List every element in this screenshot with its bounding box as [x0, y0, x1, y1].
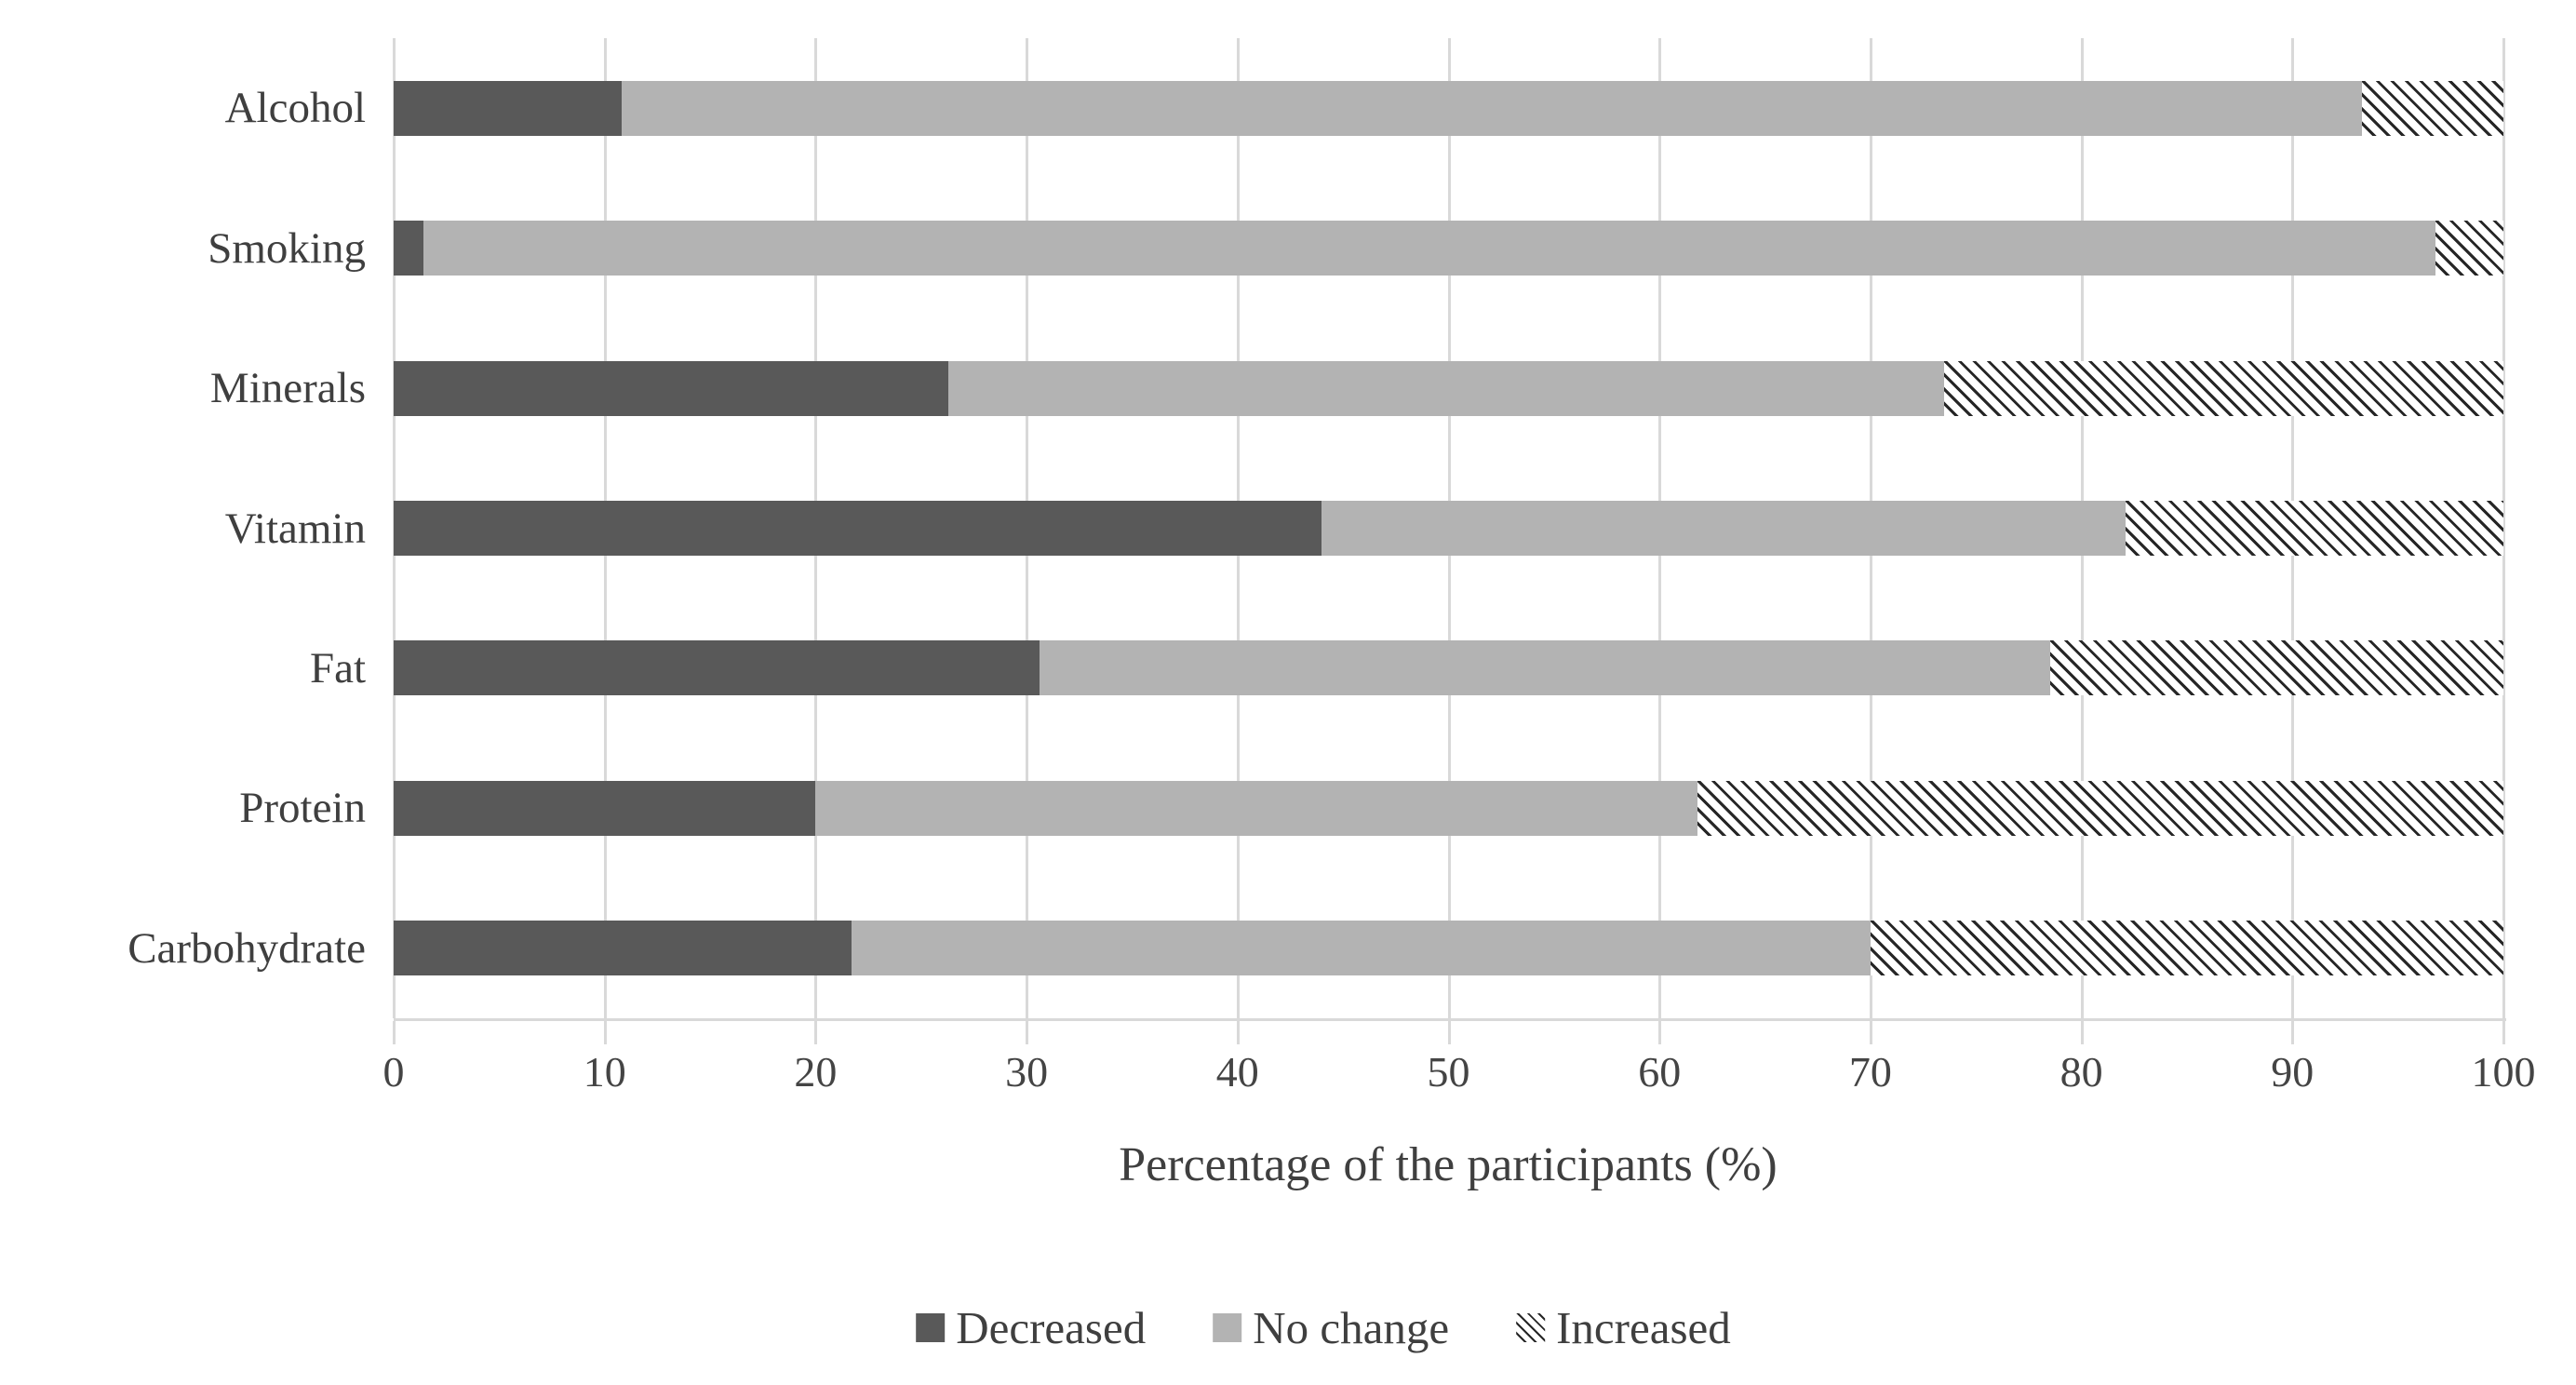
axis-tick	[1236, 1021, 1240, 1044]
axis-tick	[393, 1021, 396, 1044]
gridline	[2502, 38, 2505, 1018]
bar-segment-no-change	[621, 80, 2363, 136]
bar-segment-increased	[2049, 640, 2503, 696]
bar-row-minerals	[394, 360, 2503, 416]
legend-swatch-icon	[1516, 1313, 1546, 1342]
legend-label: Decreased	[956, 1302, 1147, 1353]
axis-tick	[1026, 1021, 1029, 1044]
axis-tick-label: 20	[794, 1048, 838, 1096]
legend-label: No change	[1253, 1302, 1450, 1353]
axis-tick-label: 60	[1638, 1048, 1682, 1096]
bar-segment-decreased	[394, 640, 1040, 696]
plot-area	[393, 38, 2505, 1018]
bar-segment-increased	[2126, 501, 2503, 556]
legend-swatch-icon	[1213, 1313, 1242, 1342]
bar-segment-decreased	[394, 221, 423, 276]
axis-tick	[2502, 1021, 2505, 1044]
bar-row-carbohydrate	[394, 921, 2503, 976]
bar-segment-increased	[2362, 80, 2503, 136]
bar-segment-decreased	[394, 501, 1322, 556]
axis-tick-label: 0	[382, 1048, 405, 1096]
bar-segment-no-change	[1322, 501, 2127, 556]
x-axis-line	[394, 1018, 2506, 1021]
axis-tick	[1447, 1021, 1451, 1044]
bar-segment-increased	[2435, 221, 2503, 276]
bar-segment-no-change	[851, 921, 1871, 976]
category-label: Vitamin	[224, 504, 366, 553]
bar-segment-decreased	[394, 360, 949, 416]
axis-tick-label: 90	[2271, 1048, 2314, 1096]
category-label: Fat	[309, 643, 366, 692]
bar-segment-increased	[1870, 921, 2503, 976]
bar-row-smoking	[394, 221, 2503, 276]
bar-segment-no-change	[423, 221, 2436, 276]
axis-tick-label: 80	[2059, 1048, 2103, 1096]
category-label: Smoking	[208, 223, 366, 273]
axis-tick	[1869, 1021, 1872, 1044]
x-axis-title: Percentage of the participants (%)	[1119, 1138, 1778, 1191]
bar-row-vitamin	[394, 501, 2503, 556]
axis-tick-label: 10	[583, 1048, 626, 1096]
axis-tick-label: 30	[1005, 1048, 1049, 1096]
axis-tick-label: 70	[1848, 1048, 1892, 1096]
bar-segment-no-change	[948, 360, 1945, 416]
bar-segment-no-change	[815, 780, 1697, 836]
bar-segment-increased	[1697, 780, 2503, 836]
axis-tick-label: 100	[2471, 1048, 2536, 1096]
bar-row-alcohol	[394, 80, 2503, 136]
category-label: Minerals	[209, 364, 366, 413]
category-label: Carbohydrate	[127, 923, 366, 973]
bar-segment-decreased	[394, 80, 622, 136]
legend: Decreased No change Increased	[916, 1301, 1731, 1354]
category-label: Protein	[239, 784, 366, 833]
axis-tick-label: 50	[1427, 1048, 1470, 1096]
legend-item-increased: Increased	[1516, 1301, 1731, 1354]
bar-segment-decreased	[394, 780, 816, 836]
bar-segment-decreased	[394, 921, 852, 976]
axis-tick	[603, 1021, 607, 1044]
axis-tick	[2080, 1021, 2084, 1044]
legend-swatch-icon	[916, 1313, 946, 1342]
bar-segment-increased	[1944, 360, 2503, 416]
legend-item-no-change: No change	[1213, 1301, 1449, 1354]
category-label: Alcohol	[224, 84, 366, 133]
bar-segment-no-change	[1039, 640, 2050, 696]
axis-tick	[1658, 1021, 1662, 1044]
axis-tick-label: 40	[1215, 1048, 1259, 1096]
axis-tick	[814, 1021, 818, 1044]
axis-tick	[2291, 1021, 2295, 1044]
legend-label: Increased	[1556, 1302, 1731, 1353]
legend-item-decreased: Decreased	[916, 1301, 1146, 1354]
bar-row-protein	[394, 780, 2503, 836]
bar-row-fat	[394, 640, 2503, 696]
